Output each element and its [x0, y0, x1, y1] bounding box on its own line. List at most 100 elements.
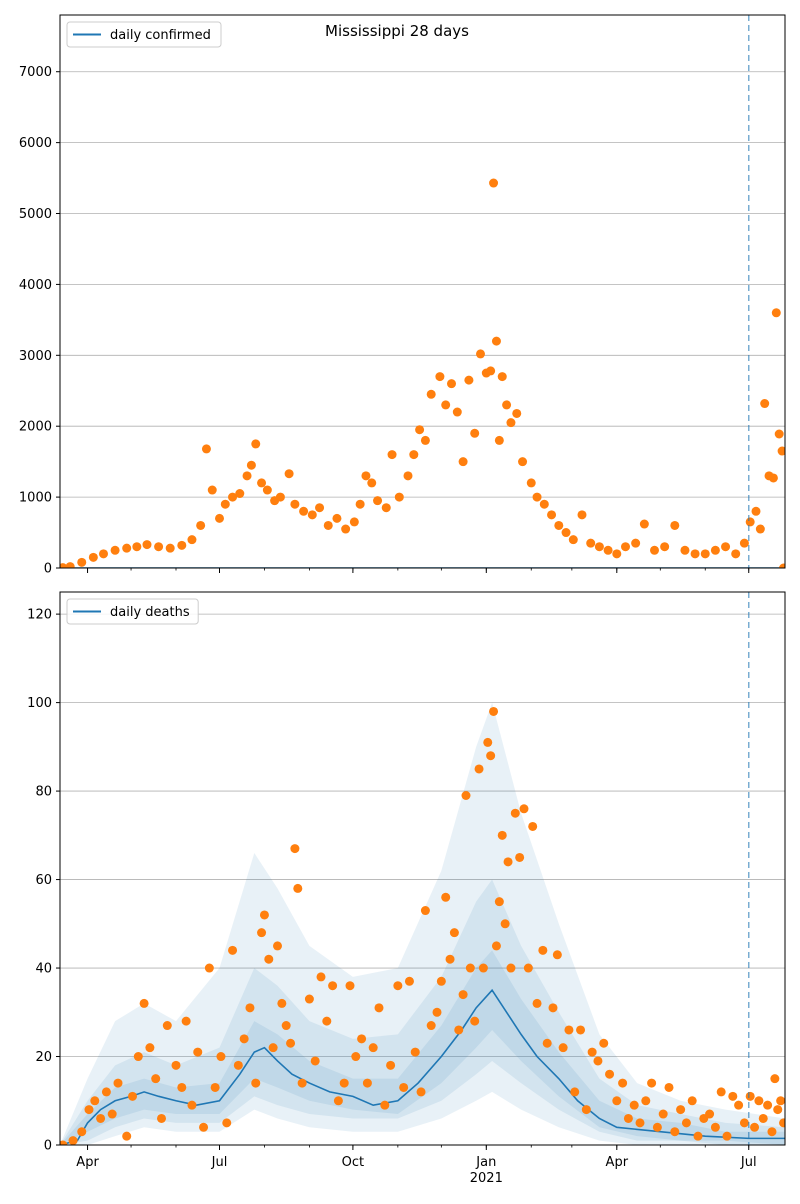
- data-point: [235, 489, 245, 499]
- data-point: [332, 513, 342, 523]
- data-point: [142, 540, 152, 550]
- data-point: [734, 1100, 744, 1110]
- chart-title: Mississippi 28 days: [325, 22, 469, 40]
- data-point: [268, 1043, 278, 1053]
- data-point: [731, 549, 741, 559]
- data-point: [676, 1105, 686, 1115]
- data-point: [652, 1122, 662, 1132]
- plot-frame: [59, 14, 786, 569]
- data-point: [558, 1043, 568, 1053]
- data-point: [690, 549, 700, 559]
- data-point: [162, 1021, 172, 1031]
- data-point: [506, 418, 516, 428]
- data-point: [177, 540, 187, 550]
- data-point: [426, 389, 436, 399]
- data-point: [373, 496, 383, 506]
- data-point: [99, 549, 108, 559]
- data-point: [196, 520, 206, 530]
- data-point: [432, 1007, 442, 1017]
- legend-label: daily deaths: [110, 605, 190, 620]
- data-point: [290, 844, 300, 854]
- data-point: [512, 408, 522, 418]
- data-point: [60, 563, 68, 568]
- data-point: [751, 506, 761, 516]
- data-point: [474, 764, 484, 774]
- chart-panel-1: 0 1000 2000 3000 4000 5000 6000 7000 daily confi…: [19, 14, 786, 577]
- data-point: [307, 510, 317, 520]
- data-point: [750, 1122, 760, 1132]
- data-point: [532, 998, 542, 1008]
- data-point: [216, 1052, 226, 1062]
- data-point: [316, 972, 326, 982]
- data-point: [328, 981, 338, 991]
- x-tick-label: Apr: [76, 1155, 99, 1170]
- data-point: [299, 506, 309, 516]
- data-point: [489, 178, 499, 188]
- data-point: [635, 1118, 645, 1128]
- data-point: [605, 1069, 615, 1079]
- data-point: [394, 492, 404, 502]
- data-point: [771, 308, 781, 318]
- plot-area: [60, 702, 785, 1145]
- data-point: [220, 499, 230, 509]
- data-point: [245, 1003, 255, 1013]
- data-point: [409, 450, 419, 460]
- data-point: [581, 1105, 591, 1115]
- data-point: [193, 1047, 203, 1057]
- data-point: [710, 1122, 720, 1132]
- x-tick-label: Jan: [475, 1155, 496, 1170]
- data-point: [779, 1118, 785, 1128]
- data-point: [647, 1078, 657, 1088]
- data-point: [60, 1140, 68, 1145]
- data-point: [77, 1127, 87, 1137]
- data-point: [623, 1113, 633, 1123]
- data-point: [564, 1025, 574, 1035]
- x-tick-label: Jul: [740, 1155, 757, 1170]
- y-tick-label: 4000: [19, 278, 52, 293]
- data-point: [458, 457, 468, 467]
- data-point: [754, 1096, 764, 1106]
- data-point: [577, 510, 587, 520]
- data-point: [639, 519, 649, 529]
- data-point: [770, 1074, 780, 1084]
- data-point: [239, 1034, 249, 1044]
- data-point: [722, 1131, 732, 1141]
- data-point: [542, 1038, 552, 1048]
- data-point: [465, 963, 475, 973]
- data-point: [441, 400, 451, 410]
- y-tick-label: 100: [27, 696, 52, 711]
- uncertainty-band: [60, 879, 785, 1145]
- data-point: [510, 808, 520, 818]
- data-point: [210, 1082, 220, 1092]
- data-point: [436, 976, 446, 986]
- data-point: [774, 429, 784, 439]
- x-tick-label: Apr: [606, 1155, 629, 1170]
- data-point: [594, 542, 604, 552]
- data-point: [547, 510, 557, 520]
- data-point: [603, 545, 613, 555]
- data-point: [420, 435, 430, 445]
- y-tick-label: 3000: [19, 349, 52, 364]
- data-point: [435, 372, 445, 382]
- data-point: [670, 1127, 680, 1137]
- data-point: [593, 1056, 603, 1066]
- data-point: [304, 994, 314, 1004]
- data-point: [273, 941, 282, 951]
- series-line: [60, 988, 785, 1145]
- data-point: [779, 563, 785, 568]
- y-tick-label: 20: [35, 1050, 52, 1065]
- data-point: [157, 1113, 166, 1123]
- data-point: [151, 1074, 161, 1084]
- data-point: [297, 1078, 307, 1088]
- data-point: [518, 457, 528, 467]
- data-point: [570, 1087, 580, 1097]
- data-point: [693, 1131, 703, 1141]
- data-point: [452, 407, 462, 417]
- data-point: [538, 945, 548, 955]
- data-point: [222, 1118, 232, 1128]
- data-point: [768, 473, 778, 483]
- data-point: [552, 950, 562, 960]
- plot-area: [60, 178, 785, 568]
- data-point: [760, 399, 770, 409]
- data-point: [275, 492, 285, 502]
